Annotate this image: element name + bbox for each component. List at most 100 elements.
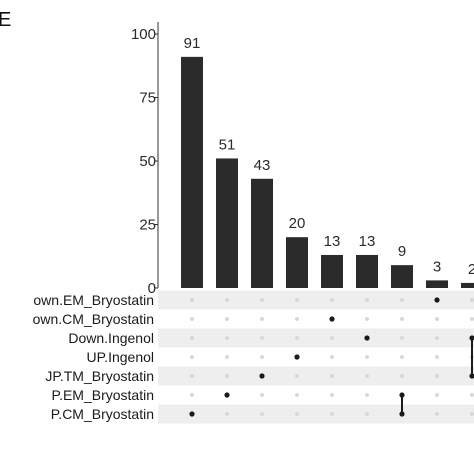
y-tick-label: 100 <box>131 26 156 43</box>
matrix-dot-inactive <box>330 393 334 397</box>
bar-value-labels: 91 51 43 20 13 13 9 3 2 <box>184 35 474 278</box>
matrix-dot-inactive <box>365 355 369 359</box>
bar-value-label: 13 <box>359 233 376 250</box>
matrix-dot-inactive <box>330 374 334 378</box>
matrix-dot-inactive <box>365 317 369 321</box>
matrix-dot-inactive <box>190 317 194 321</box>
matrix-dot-active <box>224 392 230 398</box>
matrix-dot-inactive <box>365 374 369 378</box>
y-tick-label: 25 <box>139 217 156 234</box>
matrix-dot-inactive <box>365 412 369 416</box>
matrix-dot-inactive <box>260 317 264 321</box>
bar <box>426 280 448 288</box>
matrix-dot-inactive <box>295 317 299 321</box>
matrix-dot-inactive <box>225 412 229 416</box>
matrix-dot-active <box>434 297 440 303</box>
matrix-dot-active <box>259 373 265 379</box>
bar <box>216 158 238 288</box>
bar <box>356 254 378 288</box>
bar <box>461 282 474 288</box>
matrix-dot-inactive <box>365 298 369 302</box>
matrix-dot-inactive <box>190 336 194 340</box>
set-label: Down.Ingenol <box>68 330 154 346</box>
matrix-dot-inactive <box>225 317 229 321</box>
matrix-dot-inactive <box>190 298 194 302</box>
matrix-dot-inactive <box>435 393 439 397</box>
matrix-dot-inactive <box>295 393 299 397</box>
matrix-dot-inactive <box>190 374 194 378</box>
matrix-row-stripe <box>158 404 474 424</box>
matrix-dot-inactive <box>400 336 404 340</box>
intersection-matrix <box>189 297 474 417</box>
matrix-dot-inactive <box>435 374 439 378</box>
matrix-dot-inactive <box>435 336 439 340</box>
bar-value-label: 20 <box>289 215 306 232</box>
matrix-dot-inactive <box>260 336 264 340</box>
set-label: own.EM_Bryostatin <box>33 292 154 308</box>
bar-value-label: 2 <box>468 261 474 278</box>
bar-value-label: 91 <box>184 35 201 52</box>
matrix-dot-inactive <box>260 298 264 302</box>
matrix-dot-inactive <box>260 412 264 416</box>
matrix-dot-active <box>469 335 474 341</box>
set-label: own.CM_Bryostatin <box>33 311 154 327</box>
matrix-dot-active <box>329 316 335 322</box>
matrix-dot-inactive <box>190 355 194 359</box>
bar-value-label: 3 <box>433 258 441 275</box>
matrix-dot-inactive <box>330 412 334 416</box>
matrix-dot-inactive <box>225 355 229 359</box>
set-label: P.EM_Bryostatin <box>52 387 154 403</box>
matrix-dot-inactive <box>330 298 334 302</box>
matrix-dot-inactive <box>295 374 299 378</box>
matrix-dot-active <box>364 335 370 341</box>
matrix-dot-active <box>189 411 195 417</box>
matrix-dot-inactive <box>225 336 229 340</box>
matrix-dot-inactive <box>260 393 264 397</box>
matrix-dot-inactive <box>295 298 299 302</box>
bar-value-label: 9 <box>398 243 406 260</box>
matrix-dot-inactive <box>295 412 299 416</box>
matrix-dot-inactive <box>225 374 229 378</box>
matrix-dot-inactive <box>470 393 474 397</box>
bar-value-label: 51 <box>219 136 236 153</box>
y-tick-label: 75 <box>139 90 156 107</box>
matrix-dot-inactive <box>435 317 439 321</box>
set-labels: own.EM_Bryostatin own.CM_Bryostatin Down.I… <box>33 292 154 422</box>
bar <box>321 254 343 288</box>
matrix-dot-inactive <box>400 355 404 359</box>
matrix-dot-active <box>399 392 405 398</box>
matrix-dot-active <box>294 354 300 360</box>
matrix-dot-inactive <box>190 393 194 397</box>
bar <box>181 56 203 288</box>
bar-value-label: 43 <box>254 157 271 174</box>
matrix-dot-inactive <box>470 317 474 321</box>
matrix-dot-inactive <box>400 298 404 302</box>
bar-value-label: 13 <box>324 233 341 250</box>
set-label: JP.TM_Bryostatin <box>45 368 154 384</box>
matrix-dot-inactive <box>330 355 334 359</box>
matrix-dot-inactive <box>435 412 439 416</box>
bar-series <box>181 56 474 288</box>
panel-letter: E <box>0 9 11 31</box>
matrix-background <box>158 290 474 424</box>
bar <box>286 237 308 288</box>
set-label: P.CM_Bryostatin <box>51 406 154 422</box>
matrix-dot-active <box>399 411 405 417</box>
y-tick-label: 50 <box>139 153 156 170</box>
matrix-dot-inactive <box>225 298 229 302</box>
set-label: UP.Ingenol <box>87 349 154 365</box>
matrix-dot-inactive <box>260 355 264 359</box>
matrix-dot-inactive <box>400 374 404 378</box>
y-axis: 0 25 50 75 100 <box>131 22 159 297</box>
matrix-dot-active <box>469 373 474 379</box>
bar <box>251 178 273 288</box>
matrix-dot-inactive <box>295 336 299 340</box>
matrix-dot-inactive <box>470 298 474 302</box>
matrix-dot-inactive <box>470 412 474 416</box>
matrix-row-stripe <box>158 366 474 386</box>
y-tick-label: 0 <box>148 280 156 297</box>
matrix-row-stripe <box>158 290 474 310</box>
matrix-dot-inactive <box>330 336 334 340</box>
matrix-dot-inactive <box>435 355 439 359</box>
